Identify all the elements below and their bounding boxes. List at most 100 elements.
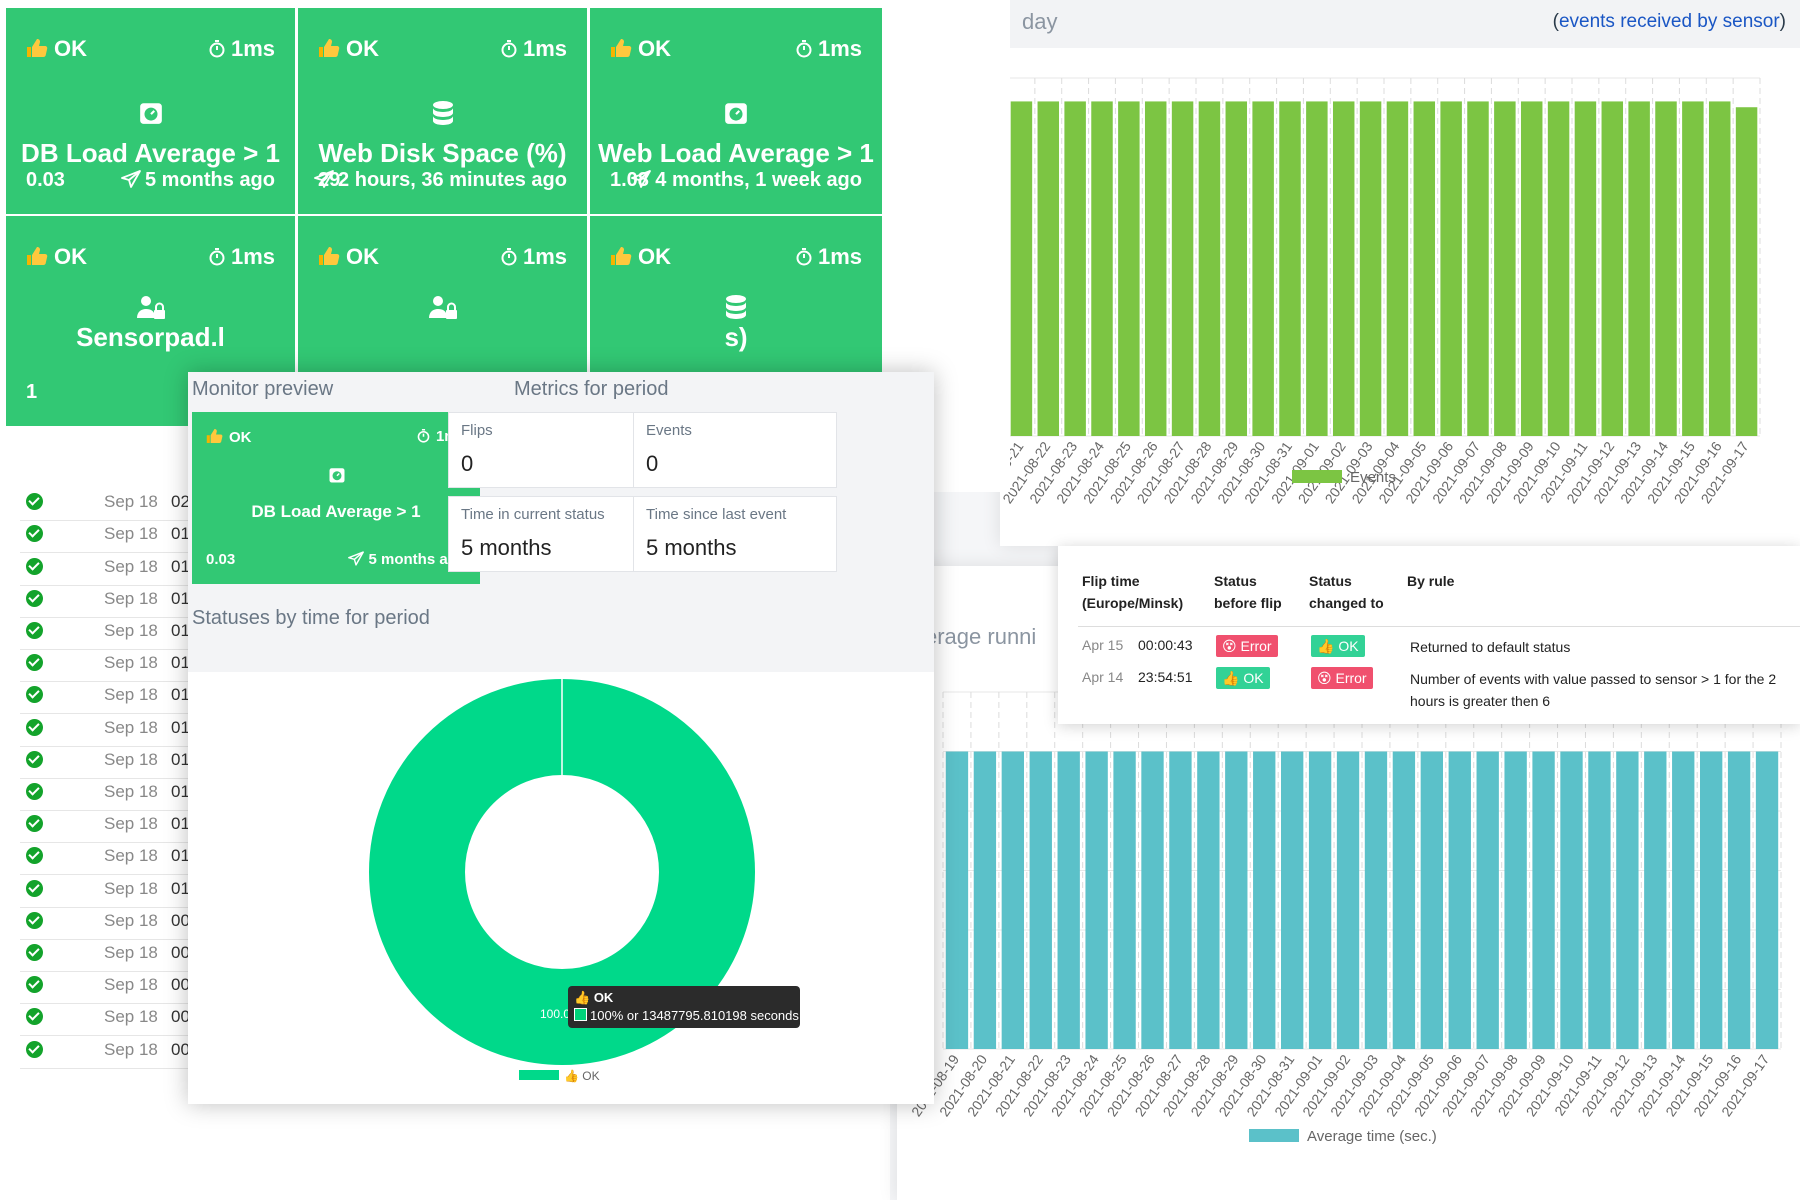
bar[interactable] xyxy=(1113,751,1136,1050)
bar[interactable] xyxy=(1225,101,1248,436)
log-date: Sep 18 xyxy=(104,846,158,866)
bar[interactable] xyxy=(1386,101,1409,436)
bar[interactable] xyxy=(1574,101,1597,436)
bar[interactable] xyxy=(1252,101,1274,436)
sensor-tile[interactable]: OK 1ms Web Disk Space (%) 29 2 hours, 36 min… xyxy=(298,8,587,214)
sensor-tile[interactable]: OK 1ms DB Load Average > 1 0.03 5 months ago xyxy=(6,8,295,214)
bar[interactable] xyxy=(1628,101,1650,436)
bar[interactable] xyxy=(1440,101,1462,436)
events-chart-link[interactable]: (events received by sensor) xyxy=(1552,11,1786,32)
bar[interactable] xyxy=(1413,101,1436,436)
tile-value: 0.03 xyxy=(26,169,65,191)
bar[interactable] xyxy=(1682,101,1704,436)
status-badge-error: 😵 Error xyxy=(1311,667,1373,689)
bar[interactable] xyxy=(1448,751,1471,1050)
bar[interactable] xyxy=(1091,101,1113,436)
bar[interactable] xyxy=(1198,101,1221,436)
bar[interactable] xyxy=(1520,101,1543,436)
bar[interactable] xyxy=(1118,101,1140,436)
bar[interactable] xyxy=(1735,107,1758,436)
bar[interactable] xyxy=(945,751,969,1050)
tile-status: OK xyxy=(26,36,87,62)
legend-label[interactable]: Events xyxy=(1350,469,1396,486)
bar[interactable] xyxy=(1392,751,1416,1050)
col-status-after: Status changed to xyxy=(1309,573,1384,611)
legend-swatch xyxy=(1292,470,1342,483)
bar[interactable] xyxy=(1169,751,1192,1050)
legend-label[interactable]: Average time (sec.) xyxy=(1307,1128,1437,1145)
flip-time: 23:54:51 xyxy=(1138,669,1193,685)
bar[interactable] xyxy=(1708,101,1731,436)
preview-sensor-tile[interactable]: OK 1ms DB Load Average > 1 0.03 5 months… xyxy=(192,412,480,584)
tooltip-text: 100% or 13487795.810198 seconds xyxy=(574,1008,799,1023)
bar[interactable] xyxy=(1616,751,1639,1050)
bar[interactable] xyxy=(1144,101,1167,436)
tile-icon-wrap xyxy=(136,294,166,325)
flip-history-table: Flip time (Europe/Minsk) Status before fli… xyxy=(1058,546,1800,724)
status-text: OK xyxy=(346,36,379,61)
sensor-tile[interactable]: OK 1ms Web Load Average > 1 1.08 4 months, 1… xyxy=(590,8,882,214)
bar[interactable] xyxy=(1057,751,1080,1050)
bar[interactable] xyxy=(1064,101,1086,436)
status-text: OK xyxy=(638,36,671,61)
bar[interactable] xyxy=(1279,101,1301,436)
bar[interactable] xyxy=(1010,101,1033,436)
bar[interactable] xyxy=(1225,751,1248,1050)
bar[interactable] xyxy=(1476,751,1499,1050)
bar[interactable] xyxy=(1532,751,1555,1050)
legend-label[interactable]: 👍 OK xyxy=(564,1069,600,1083)
log-date: Sep 18 xyxy=(104,943,158,962)
bar[interactable] xyxy=(1560,751,1583,1050)
bar[interactable] xyxy=(1727,751,1751,1050)
bar[interactable] xyxy=(1037,101,1060,436)
tile-icon-wrap xyxy=(428,294,458,325)
bar[interactable] xyxy=(1141,751,1164,1050)
tile-status: OK xyxy=(318,36,379,62)
bar[interactable] xyxy=(1699,751,1723,1050)
bar[interactable] xyxy=(1467,101,1489,436)
bar[interactable] xyxy=(1504,751,1527,1050)
thumbs-up-icon xyxy=(611,247,632,265)
bar[interactable] xyxy=(1332,101,1355,436)
bar[interactable] xyxy=(1171,101,1194,436)
response-time-text: 1ms xyxy=(817,244,862,269)
tile-icon-wrap xyxy=(724,294,748,325)
bar[interactable] xyxy=(1364,751,1388,1050)
events-link-text[interactable]: events received by sensor xyxy=(1558,11,1780,32)
bar[interactable] xyxy=(1336,751,1360,1050)
check-circle-icon xyxy=(26,654,43,672)
bar[interactable] xyxy=(1359,101,1382,436)
bar[interactable] xyxy=(1420,751,1444,1050)
log-date: Sep 18 xyxy=(104,556,158,576)
bar[interactable] xyxy=(1644,751,1667,1050)
tile-icon-wrap xyxy=(138,100,164,131)
bar[interactable] xyxy=(1547,101,1570,436)
bar[interactable] xyxy=(1588,751,1611,1050)
log-time: 01 xyxy=(171,749,190,769)
bar[interactable] xyxy=(1601,101,1624,436)
bar[interactable] xyxy=(1672,751,1695,1050)
bar[interactable] xyxy=(1029,751,1052,1050)
check-circle-icon xyxy=(26,1040,43,1058)
check-circle-icon xyxy=(26,815,43,833)
thumbs-up-icon xyxy=(319,39,340,57)
bar[interactable] xyxy=(1197,751,1220,1050)
bar[interactable] xyxy=(1755,751,1779,1050)
bar[interactable] xyxy=(1494,101,1516,436)
thumbs-up-icon xyxy=(611,39,632,57)
bar[interactable] xyxy=(1306,101,1328,436)
metric-label: Time since last event xyxy=(646,506,787,523)
bar[interactable] xyxy=(1253,751,1276,1050)
bar[interactable] xyxy=(1001,751,1025,1050)
response-time-text: 1ms xyxy=(522,36,567,61)
statuses-donut-chart: 100.0 👍 OK xyxy=(369,679,755,1083)
bar[interactable] xyxy=(973,751,997,1050)
bar[interactable] xyxy=(1655,101,1677,436)
metric-value: 0 xyxy=(461,451,474,476)
table-divider xyxy=(1078,626,1800,627)
bar[interactable] xyxy=(1280,751,1304,1050)
tile-last-event: 5 months ago xyxy=(121,169,275,192)
log-date: Sep 18 xyxy=(104,782,158,801)
bar[interactable] xyxy=(1085,751,1108,1050)
bar[interactable] xyxy=(1308,751,1332,1050)
